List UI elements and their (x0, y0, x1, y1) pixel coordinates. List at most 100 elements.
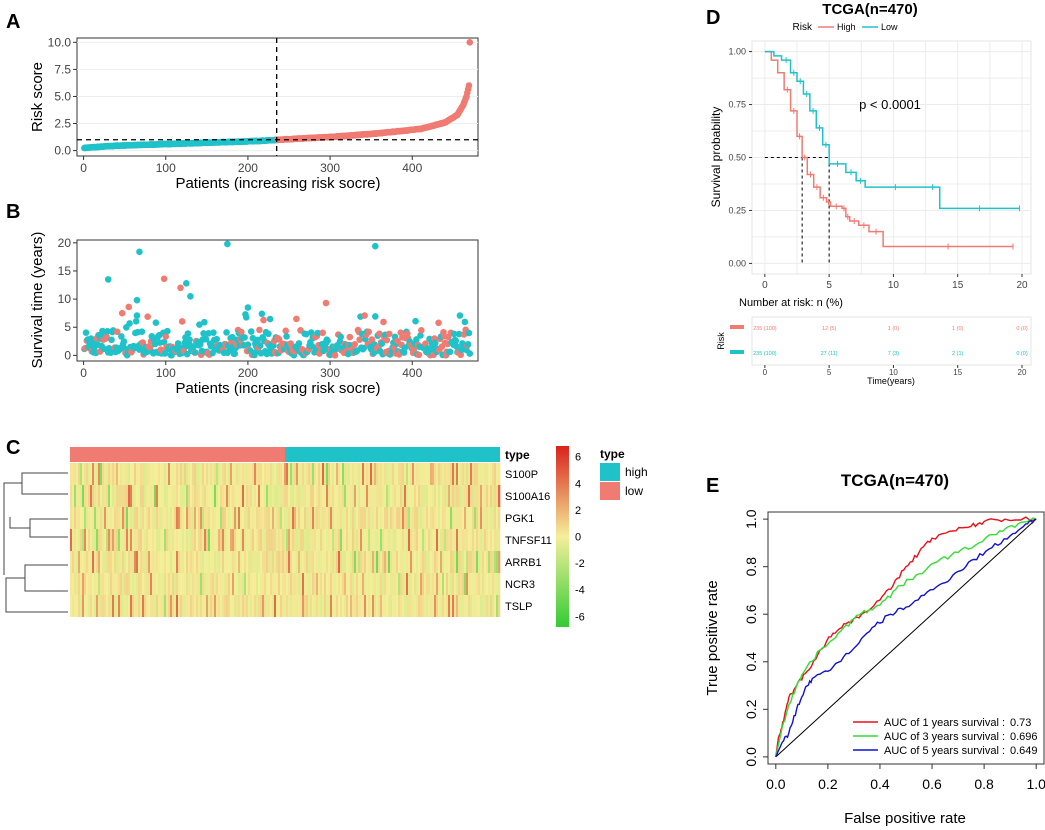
heatmap-cell (382, 551, 385, 573)
heatmap-cell (444, 507, 447, 529)
heatmap-cell (208, 529, 211, 551)
heatmap-cell (86, 573, 89, 595)
heatmap-cell (246, 485, 249, 507)
heatmap-cell (318, 463, 321, 485)
heatmap-cell (392, 551, 395, 573)
heatmap-cell (328, 463, 331, 485)
heatmap-cell (114, 573, 117, 595)
heatmap-cell (468, 595, 471, 617)
heatmap-cell (296, 485, 299, 507)
heatmap-cell (486, 463, 489, 485)
heatmap-cell (498, 529, 501, 551)
heatmap-cell (188, 485, 191, 507)
survival-point-alive (82, 329, 90, 336)
heatmap-cell (360, 529, 363, 551)
heatmap-cell (446, 485, 449, 507)
heatmap-cell (296, 551, 299, 573)
heatmap-cell (230, 463, 233, 485)
heatmap-cell (326, 485, 329, 507)
heatmap-cell (368, 463, 371, 485)
survival-point-alive (464, 341, 472, 348)
heatmap-cell (448, 529, 451, 551)
heatmap-cell (484, 507, 487, 529)
heatmap-cell (328, 507, 331, 529)
heatmap-cell (438, 551, 441, 573)
heatmap-cell (426, 485, 429, 507)
heatmap-cell (304, 573, 307, 595)
heatmap-cell (490, 485, 493, 507)
km-y-label: Survival probability (709, 107, 723, 208)
heatmap-cell (256, 551, 259, 573)
heatmap-cell (264, 573, 267, 595)
heatmap-cell (376, 595, 379, 617)
heatmap-cell (316, 595, 319, 617)
heatmap-cell (272, 463, 275, 485)
survival-point-alive (242, 314, 250, 321)
heatmap-cell (364, 551, 367, 573)
heatmap-cell (486, 485, 489, 507)
heatmap-cell (168, 529, 171, 551)
heatmap-cell (212, 551, 215, 573)
risk-y-tick-label: 7.5 (54, 62, 71, 76)
heatmap-cell (384, 551, 387, 573)
heatmap-cell (172, 485, 175, 507)
heatmap-cell (390, 573, 393, 595)
survival-point-dead (394, 337, 401, 345)
heatmap-cell (220, 507, 223, 529)
heatmap-cell (362, 507, 365, 529)
km-x-label: Time(years) (867, 376, 915, 386)
heatmap-cell (480, 529, 483, 551)
heatmap-cell (196, 463, 199, 485)
heatmap-cell (340, 573, 343, 595)
survival-x-tick-label: 0 (80, 366, 87, 380)
heatmap-cell (342, 529, 345, 551)
survival-point-alive (400, 349, 408, 356)
heatmap-cell (160, 463, 163, 485)
heatmap-cell (78, 485, 81, 507)
survival-point-alive (133, 312, 141, 319)
heatmap-cell (376, 573, 379, 595)
heatmap-cell (344, 551, 347, 573)
heatmap-cell (146, 529, 149, 551)
colorbar-tick-label: -4 (575, 585, 585, 597)
heatmap-cell (408, 507, 411, 529)
heatmap-cell (72, 595, 75, 617)
heatmap-cell (138, 573, 141, 595)
heatmap-cell (310, 463, 313, 485)
heatmap-cell (96, 463, 99, 485)
heatmap-cell (182, 463, 185, 485)
heatmap-cell (256, 485, 259, 507)
heatmap-cell (472, 485, 475, 507)
heatmap-cell (224, 529, 227, 551)
panel-letter-b: B (6, 201, 20, 223)
heatmap-cell (154, 485, 157, 507)
heatmap-cell (294, 573, 297, 595)
heatmap-cell (430, 485, 433, 507)
survival-point-alive (417, 332, 424, 339)
heatmap-cell (440, 595, 443, 617)
heatmap-cell (218, 485, 221, 507)
heatmap-cell (422, 573, 425, 595)
heatmap-cell (380, 463, 383, 485)
heatmap-cell (82, 507, 85, 529)
heatmap-cell (196, 573, 199, 595)
heatmap-cell (78, 573, 81, 595)
heatmap-cell (92, 507, 95, 529)
heatmap-cell (96, 507, 99, 529)
survival-point-alive (446, 348, 454, 356)
heatmap-cell (466, 507, 469, 529)
heatmap-cell (96, 595, 99, 617)
heatmap-cell (404, 485, 407, 507)
heatmap-cell (204, 573, 207, 595)
heatmap-cell (324, 551, 327, 573)
heatmap-cell (312, 507, 315, 529)
heatmap-cell (406, 463, 409, 485)
heatmap-cell (206, 463, 209, 485)
heatmap-cell (414, 485, 417, 507)
heatmap-cell (270, 551, 273, 573)
gene-label-ncr3: NCR3 (505, 579, 535, 591)
heatmap-cell (330, 551, 333, 573)
heatmap-cell (138, 485, 141, 507)
heatmap-cell (132, 595, 135, 617)
panel-letter-a: A (6, 11, 20, 33)
